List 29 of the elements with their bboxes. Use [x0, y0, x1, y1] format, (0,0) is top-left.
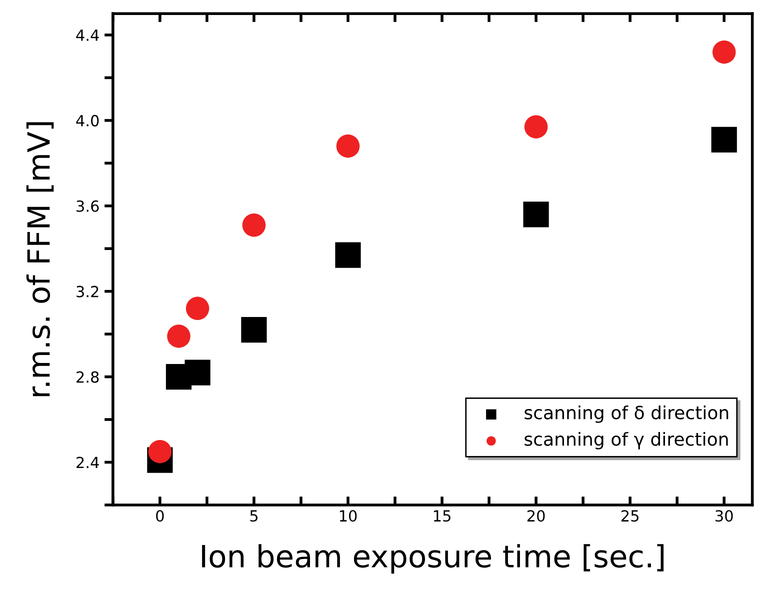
point — [335, 242, 361, 268]
x-tick-label: 25 — [621, 510, 638, 522]
legend-label: scanning of δ direction — [524, 405, 728, 423]
y-tick-label: 4.4 — [76, 30, 99, 41]
y-tick-label: 4.0 — [76, 114, 99, 126]
point — [186, 296, 210, 320]
point — [167, 324, 190, 348]
y-tick-label: 2.4 — [76, 456, 99, 468]
x-axis-title: Ion beam exposure time [sec.] — [202, 544, 664, 574]
point — [523, 202, 549, 228]
point — [712, 40, 736, 64]
point — [241, 316, 267, 343]
y-tick-label: 3.6 — [76, 200, 99, 212]
x-tick-label: 30 — [716, 510, 733, 522]
x-tick-label: 15 — [434, 510, 450, 522]
point — [524, 115, 548, 138]
x-tick-label: 0 — [156, 510, 164, 522]
point — [148, 440, 172, 464]
y-tick-label: 3.2 — [76, 286, 98, 298]
x-tick-label: 5 — [250, 510, 258, 522]
legend-label: scanning of γ direction — [524, 432, 728, 450]
y-tick-label: 2.8 — [76, 371, 99, 383]
point — [711, 126, 737, 152]
point — [242, 213, 266, 237]
x-tick-label: 10 — [340, 510, 357, 522]
y-axis-title: r.m.s. of FFM [mV] — [26, 122, 54, 396]
point — [184, 360, 210, 386]
point — [336, 134, 360, 158]
x-tick-label: 20 — [527, 510, 545, 522]
